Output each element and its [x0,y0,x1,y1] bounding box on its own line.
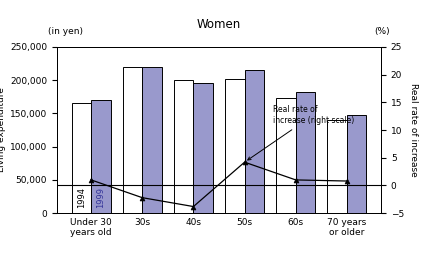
Bar [72,103,91,213]
Bar [142,67,162,213]
Bar [296,92,315,213]
Text: (in yen): (in yen) [48,27,83,36]
Y-axis label: Living expenditure: Living expenditure [0,88,6,172]
Text: Real rate of
increase (right scale): Real rate of increase (right scale) [248,105,354,160]
Text: Women: Women [197,18,241,31]
Bar [194,83,213,213]
Bar [244,70,264,213]
Bar [347,115,366,213]
Bar [174,80,194,213]
Text: (%): (%) [374,27,390,36]
Bar [225,79,244,213]
Text: 1994: 1994 [77,187,86,208]
Bar [91,100,110,213]
Bar [123,67,142,213]
Bar [276,98,296,213]
Text: 1999: 1999 [96,187,105,208]
Bar [328,120,347,213]
Y-axis label: Real rate of increase: Real rate of increase [409,83,418,177]
